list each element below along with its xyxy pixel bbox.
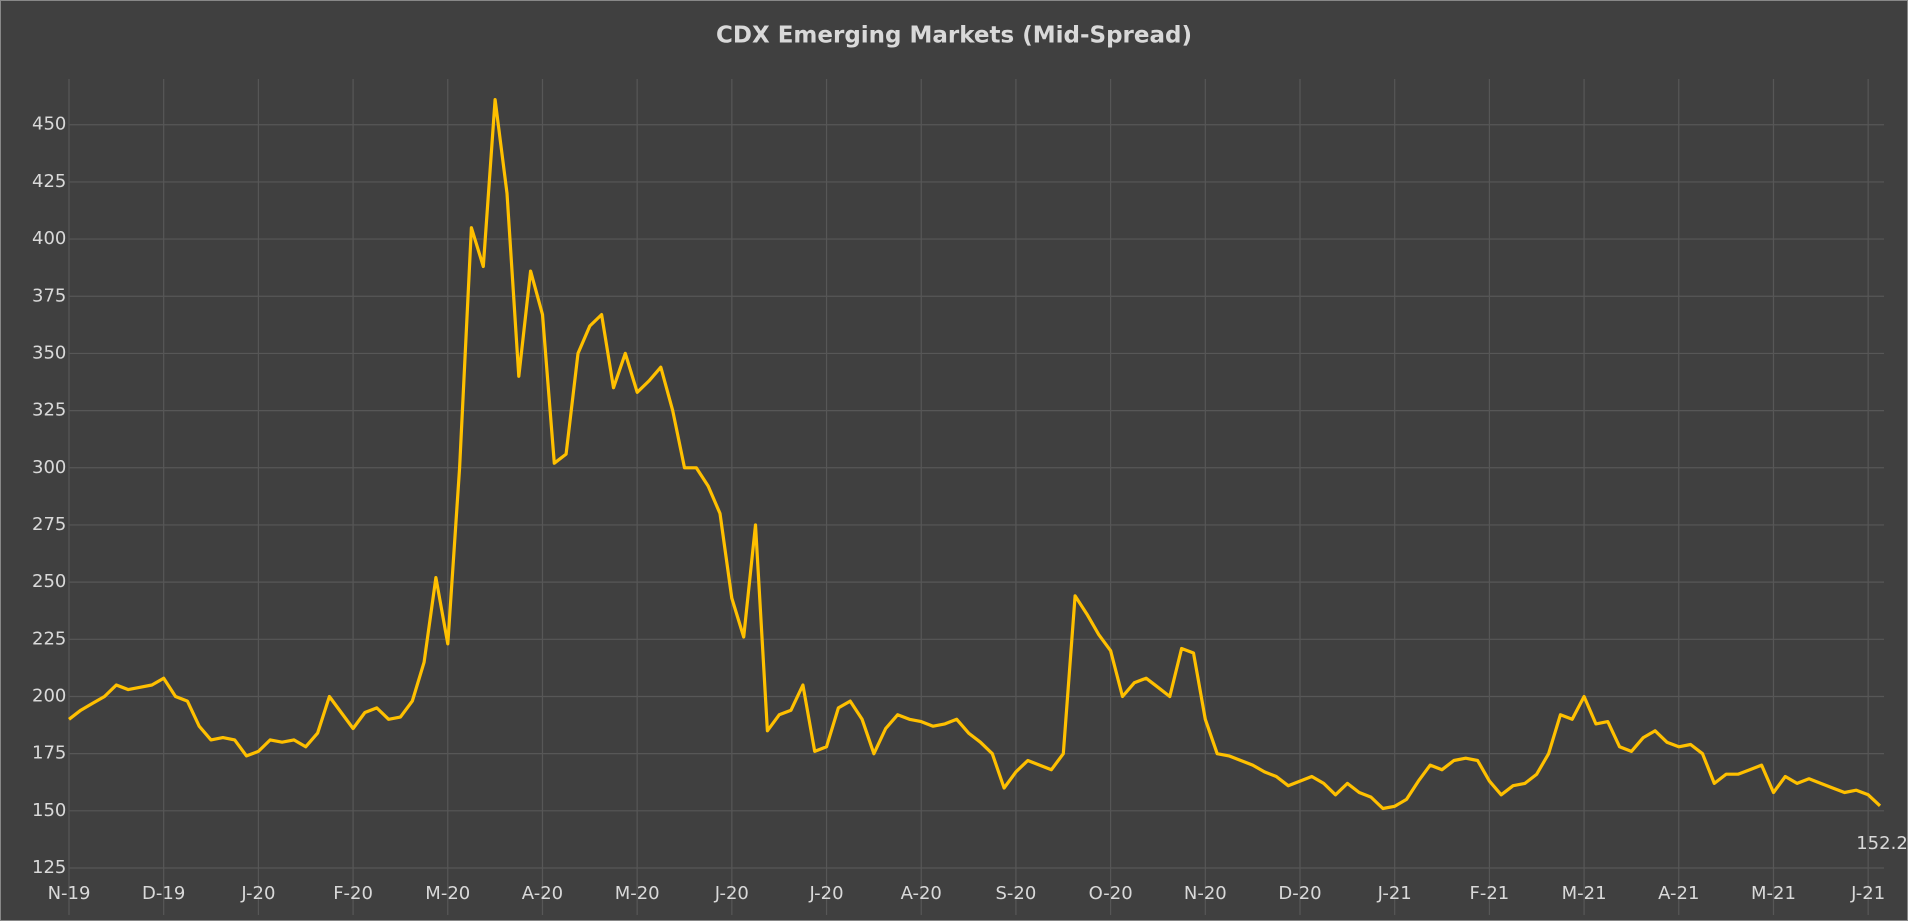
- x-tick-label: J-21: [1850, 883, 1885, 904]
- y-tick-label: 300: [32, 457, 66, 478]
- data-label: 152.2: [1856, 833, 1908, 854]
- y-tick-label: 375: [32, 285, 66, 306]
- y-tick-label: 400: [32, 228, 66, 249]
- x-tick-label: M-20: [425, 883, 470, 904]
- x-tick-label: M-20: [615, 883, 660, 904]
- x-tick-label: D-20: [1278, 883, 1321, 904]
- x-tick-label: F-21: [1470, 883, 1510, 904]
- y-tick-label: 225: [32, 628, 66, 649]
- line-series: [68, 98, 1882, 811]
- x-tick-label: N-20: [1184, 883, 1227, 904]
- x-tick-label: J-20: [809, 883, 844, 904]
- x-tick-label: D-19: [142, 883, 185, 904]
- x-tick-label: O-20: [1089, 883, 1133, 904]
- y-tick-label: 275: [32, 514, 66, 535]
- y-tick-label: 250: [32, 571, 66, 592]
- x-tick-label: A-21: [1658, 883, 1699, 904]
- x-tick-label: A-20: [522, 883, 563, 904]
- y-tick-label: 150: [32, 800, 66, 821]
- y-tick-label: 125: [32, 857, 66, 878]
- x-tick-label: J-21: [1377, 883, 1412, 904]
- x-tick-label: S-20: [996, 883, 1037, 904]
- x-tick-label: A-20: [901, 883, 942, 904]
- x-tick-label: M-21: [1562, 883, 1607, 904]
- y-tick-label: 450: [32, 114, 66, 135]
- x-tick-label: M-21: [1751, 883, 1796, 904]
- x-tick-label: N-19: [48, 883, 91, 904]
- y-tick-label: 350: [32, 342, 66, 363]
- x-tick-label: J-20: [240, 883, 275, 904]
- y-tick-label: 425: [32, 171, 66, 192]
- chart-title: CDX Emerging Markets (Mid-Spread): [716, 23, 1192, 49]
- x-tick-label: J-20: [714, 883, 749, 904]
- y-tick-label: 325: [32, 400, 66, 421]
- x-tick-label: F-20: [333, 883, 373, 904]
- y-tick-label: 175: [32, 743, 66, 764]
- y-tick-label: 200: [32, 685, 66, 706]
